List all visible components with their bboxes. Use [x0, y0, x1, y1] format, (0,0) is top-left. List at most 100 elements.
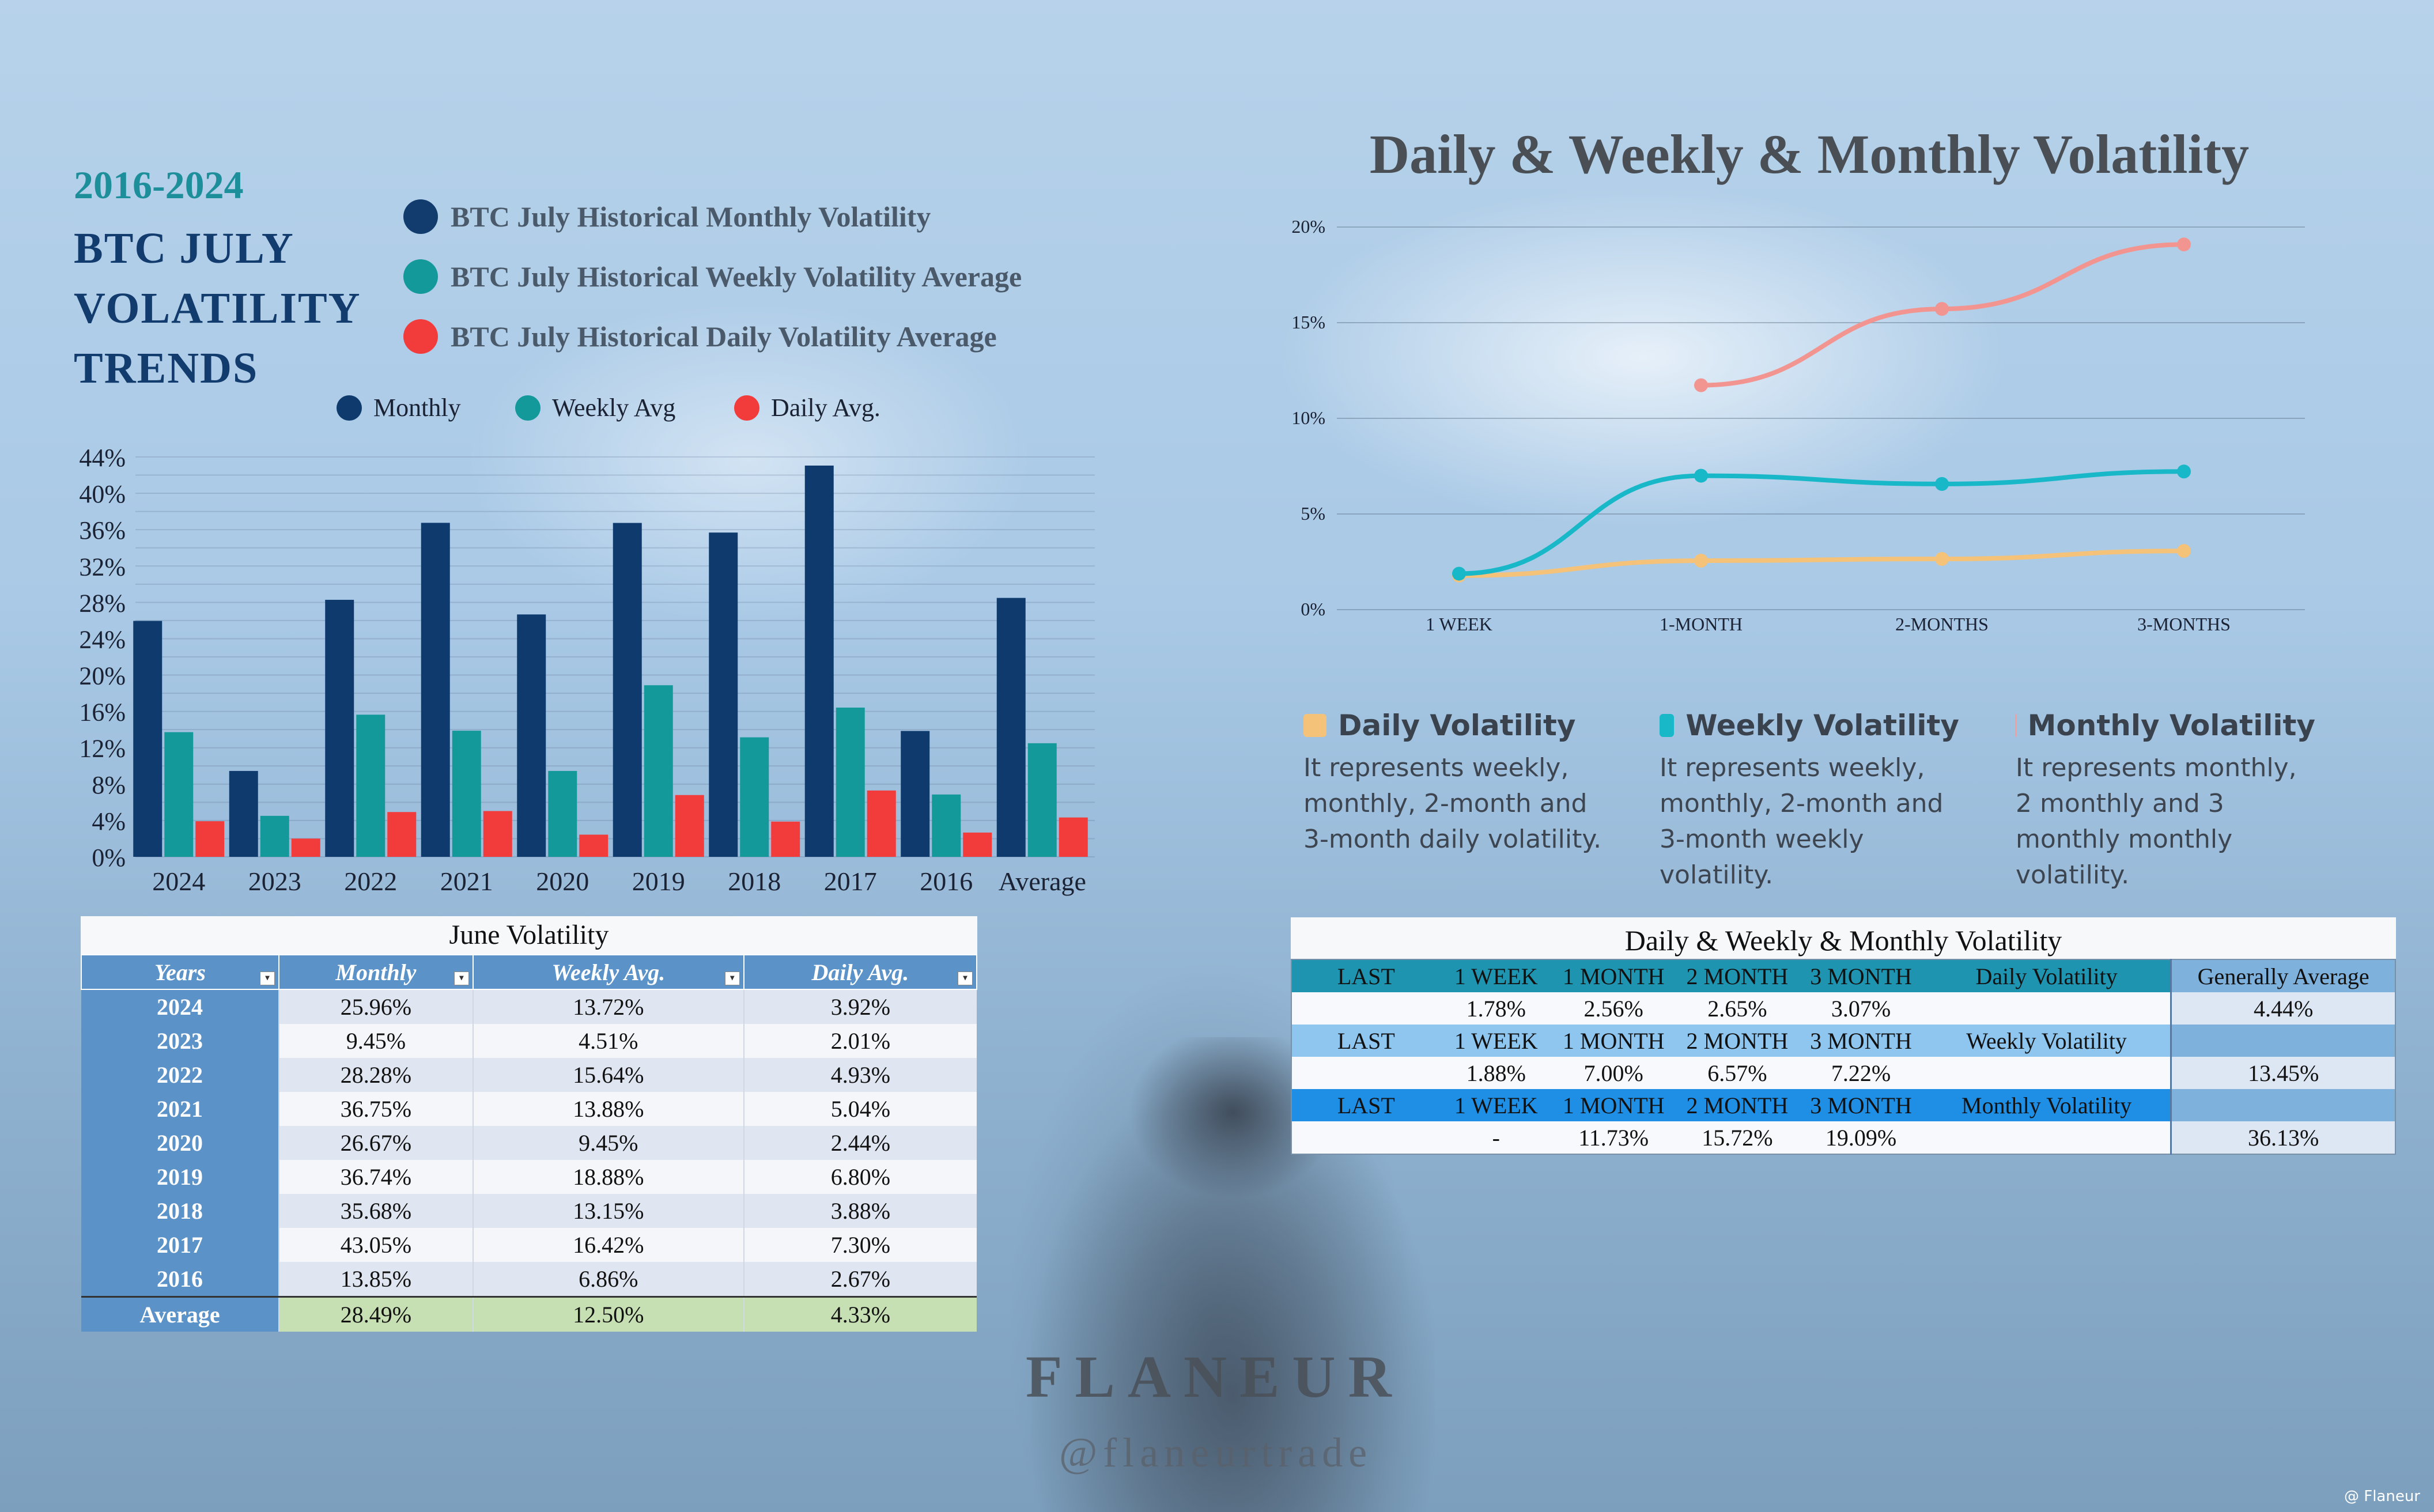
table-cell[interactable]: 11.73% [1551, 1121, 1676, 1154]
table-cell[interactable]: 1 MONTH [1551, 1025, 1676, 1057]
header-monthly[interactable]: Monthly ▾ [278, 954, 474, 990]
table-cell[interactable]: 2.65% [1675, 992, 1800, 1025]
table-cell[interactable]: 36.75% [278, 1092, 473, 1126]
table-cell[interactable]: 28.28% [278, 1058, 473, 1092]
table-cell[interactable] [2170, 1089, 2395, 1121]
point-weekly-volatility [2177, 464, 2191, 479]
table-cell[interactable]: 36.74% [278, 1160, 473, 1194]
table-cell[interactable]: 1 WEEK [1440, 1089, 1552, 1121]
table-cell[interactable]: 3.88% [743, 1194, 977, 1228]
table-cell[interactable] [1291, 1121, 1441, 1154]
y-tick-label: 0% [92, 844, 126, 872]
table-cell[interactable]: 9.45% [472, 1126, 744, 1160]
table-cell[interactable]: 2.67% [743, 1262, 977, 1297]
table-cell[interactable]: 18.88% [472, 1160, 744, 1194]
table-cell[interactable]: 1 WEEK [1440, 1025, 1552, 1057]
table-cell[interactable]: 2019 [81, 1160, 279, 1194]
table-cell[interactable] [1922, 1057, 2171, 1089]
square-icon [1660, 714, 1675, 737]
table-cell[interactable]: 43.05% [278, 1228, 473, 1262]
table-cell[interactable]: 7.22% [1799, 1057, 1923, 1089]
header-weekly[interactable]: Weekly Avg. ▾ [472, 954, 744, 990]
table-cell[interactable]: - [1440, 1121, 1552, 1154]
table-cell[interactable] [1291, 1057, 1441, 1089]
table-cell[interactable]: 3 MONTH [1799, 1089, 1923, 1121]
table-cell[interactable]: 19.09% [1799, 1121, 1923, 1154]
table-cell[interactable]: 2016 [81, 1262, 279, 1297]
table-cell[interactable]: 25.96% [278, 989, 473, 1024]
table-cell[interactable] [2170, 1025, 2395, 1057]
table-cell[interactable]: 2022 [81, 1058, 279, 1092]
bar-monthly2019 [613, 523, 642, 857]
table-cell[interactable]: 7.30% [743, 1228, 977, 1262]
table-cell[interactable]: 2.56% [1551, 992, 1676, 1025]
header-years[interactable]: Years ▾ [81, 954, 279, 990]
legend-dot-icon [403, 199, 438, 234]
table-cell[interactable]: 7.00% [1551, 1057, 1676, 1089]
desc-weekly: Weekly Volatility It represents weekly, … [1660, 709, 1959, 893]
table-cell[interactable]: 6.80% [743, 1160, 977, 1194]
table-cell[interactable]: 2018 [81, 1194, 279, 1228]
table-cell[interactable] [1922, 1121, 2171, 1154]
table-cell[interactable]: 3 MONTH [1799, 959, 1923, 992]
table-cell[interactable]: 4.93% [743, 1058, 977, 1092]
table-cell[interactable]: 2 MONTH [1675, 1089, 1800, 1121]
table-cell[interactable]: 2 MONTH [1675, 1025, 1800, 1057]
table-cell[interactable]: 1 WEEK [1440, 959, 1552, 992]
table-cell[interactable]: 2021 [81, 1092, 279, 1126]
table-cell[interactable]: 1.88% [1440, 1057, 1552, 1089]
table-cell[interactable]: 2024 [81, 989, 279, 1024]
y-tick-label: 24% [79, 625, 126, 653]
x-tick-label: 1-MONTH [1660, 614, 1743, 634]
legend-dot-icon [337, 395, 362, 421]
table-cell[interactable]: 13.45% [2170, 1057, 2395, 1089]
table-cell[interactable]: 35.68% [278, 1194, 473, 1228]
table-cell[interactable]: 13.88% [472, 1092, 744, 1126]
table-cell[interactable]: 3.92% [743, 989, 977, 1024]
table-cell[interactable]: 15.72% [1675, 1121, 1800, 1154]
header-daily[interactable]: Daily Avg. ▾ [743, 954, 978, 990]
table-cell[interactable]: Generally Average [2170, 959, 2395, 992]
filter-dropdown-icon[interactable]: ▾ [260, 972, 275, 985]
table-cell[interactable]: Average [81, 1296, 279, 1332]
table-cell[interactable] [1922, 992, 2171, 1025]
table-cell[interactable]: 2 MONTH [1675, 959, 1800, 992]
table-cell[interactable]: 2.44% [743, 1126, 977, 1160]
table-cell[interactable]: 5.04% [743, 1092, 977, 1126]
table-cell[interactable]: 13.15% [472, 1194, 744, 1228]
bar-weekly-avg2019 [644, 685, 673, 857]
table-cell[interactable]: 6.86% [472, 1262, 744, 1297]
table-cell[interactable]: 4.33% [743, 1296, 977, 1332]
table-cell[interactable]: LAST [1291, 1089, 1441, 1121]
table-cell[interactable]: Daily Volatility [1922, 959, 2171, 992]
table-cell[interactable]: 1 MONTH [1551, 959, 1676, 992]
table-cell[interactable]: 13.72% [472, 989, 744, 1024]
table-cell[interactable]: 2.01% [743, 1024, 977, 1058]
table-cell[interactable]: 15.64% [472, 1058, 744, 1092]
table-cell[interactable]: LAST [1291, 959, 1441, 992]
table-cell[interactable]: 3.07% [1799, 992, 1923, 1025]
table-cell[interactable]: 2023 [81, 1024, 279, 1058]
table-cell[interactable]: 2020 [81, 1126, 279, 1160]
table-cell[interactable]: 4.51% [472, 1024, 744, 1058]
table-cell[interactable]: 13.85% [278, 1262, 473, 1297]
table-cell[interactable] [1291, 992, 1441, 1025]
filter-dropdown-icon[interactable]: ▾ [958, 972, 973, 985]
table-cell[interactable]: 28.49% [278, 1296, 473, 1332]
table-cell[interactable]: 1 MONTH [1551, 1089, 1676, 1121]
table-cell[interactable]: 4.44% [2170, 992, 2395, 1025]
table-cell[interactable]: LAST [1291, 1025, 1441, 1057]
table-cell[interactable]: 26.67% [278, 1126, 473, 1160]
table-cell[interactable]: 9.45% [278, 1024, 473, 1058]
table-cell[interactable]: Monthly Volatility [1922, 1089, 2171, 1121]
table-cell[interactable]: 1.78% [1440, 992, 1552, 1025]
table-cell[interactable]: 12.50% [472, 1296, 744, 1332]
table-cell[interactable]: 36.13% [2170, 1121, 2395, 1154]
table-cell[interactable]: 16.42% [472, 1228, 744, 1262]
table-cell[interactable]: 2017 [81, 1228, 279, 1262]
table-cell[interactable]: 3 MONTH [1799, 1025, 1923, 1057]
table-cell[interactable]: Weekly Volatility [1922, 1025, 2171, 1057]
filter-dropdown-icon[interactable]: ▾ [724, 972, 740, 985]
table-cell[interactable]: 6.57% [1675, 1057, 1800, 1089]
filter-dropdown-icon[interactable]: ▾ [453, 972, 469, 985]
